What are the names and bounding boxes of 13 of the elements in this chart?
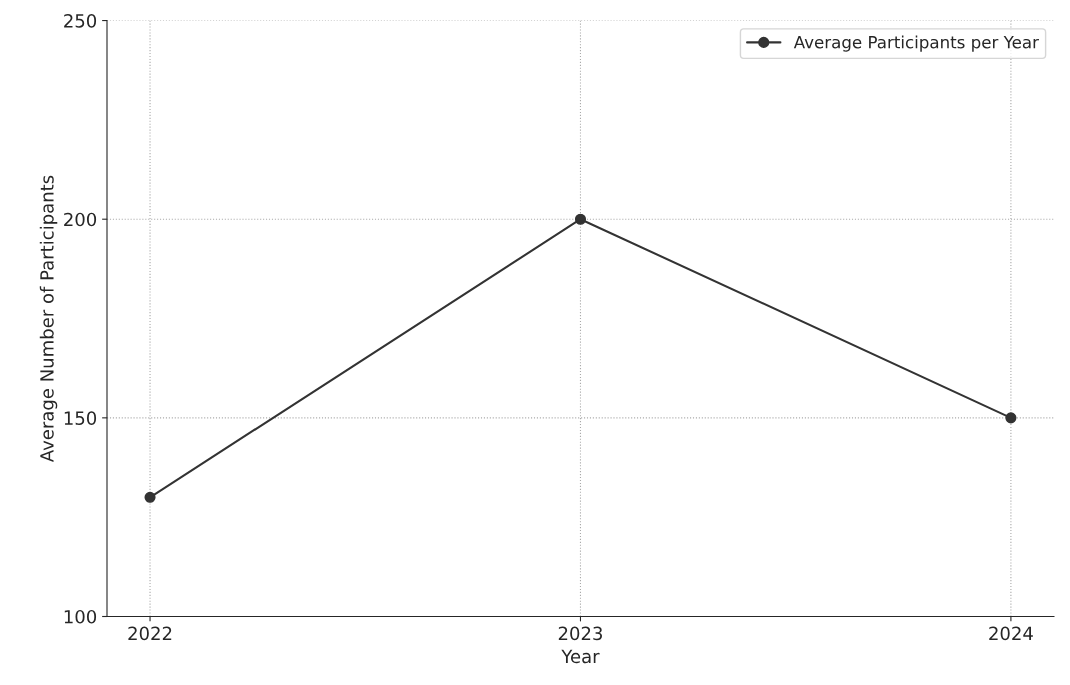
y-axis-title: Average Number of Participants [39, 175, 58, 463]
point [144, 491, 156, 503]
point [574, 213, 587, 225]
x-tick-label: 2024 [989, 626, 1033, 641]
point [1005, 412, 1017, 424]
y-tick-label: 150 [64, 411, 97, 425]
x-tick-label: 2023 [558, 626, 602, 641]
legend-label: Average Participants per Year [793, 35, 1039, 52]
y-tick-label: 200 [64, 212, 97, 227]
y-tick-label: 100 [64, 609, 97, 624]
x-tick-label: 2022 [128, 626, 172, 641]
x-axis-title: Year [561, 649, 600, 664]
y-tick-label: 250 [64, 14, 97, 28]
